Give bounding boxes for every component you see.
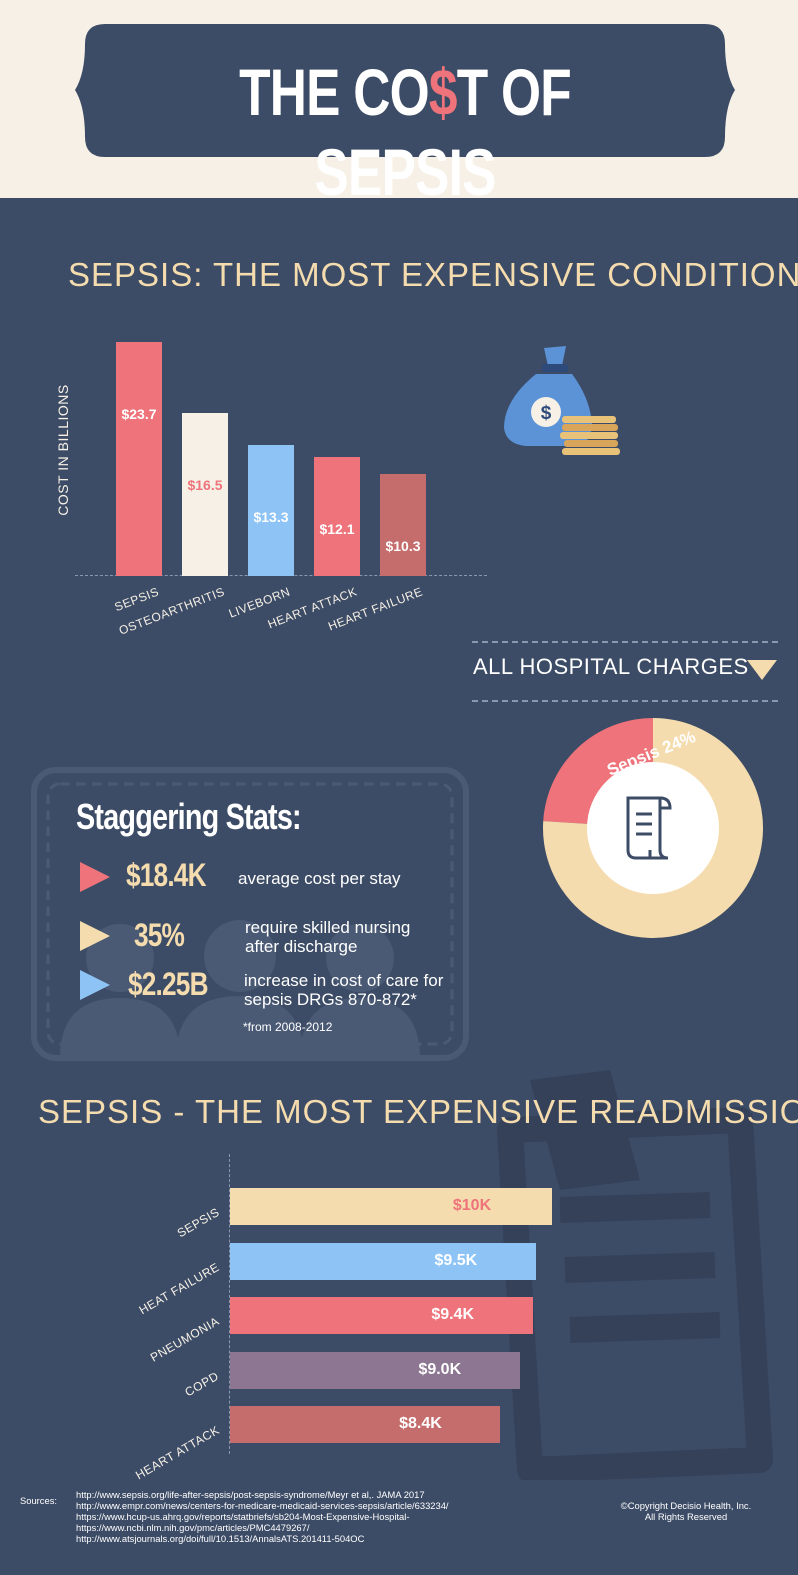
money-bag-icon: $ — [504, 346, 620, 455]
copyright-line: ©Copyright Decisio Health, Inc. — [620, 1500, 752, 1511]
conditions-chart: COST IN BILLIONS $23.7 SEPSIS $16.5 OSTEOAR… — [40, 330, 500, 638]
sources-label: Sources: — [20, 1495, 57, 1506]
hbar-sepsis — [230, 1188, 552, 1225]
conditions-heading: SEPSIS: THE MOST EXPENSIVE CONDITION — [68, 256, 798, 293]
bar-value-label: $8.4K — [399, 1415, 442, 1432]
category-label: HEAT FAILURE — [136, 1259, 222, 1317]
bullet-triangle-icon — [80, 921, 110, 951]
bar-heart-failure — [380, 474, 426, 576]
bar-value-label: $23.7 — [121, 406, 157, 422]
divider — [472, 700, 778, 702]
copyright-line: All Rights Reserved — [644, 1511, 728, 1522]
hbar-heart-attack — [230, 1406, 501, 1443]
stats-heading: Staggering Stats: — [76, 796, 302, 837]
page-title: THE CO$T OF SEPSIS — [239, 55, 572, 209]
stats-panel-frame — [31, 767, 469, 1061]
hbar-pneumonia — [230, 1297, 533, 1334]
source-line: http://www.atsjournals.org/doi/full/10.1… — [76, 1533, 365, 1544]
readmission-heading: SEPSIS - THE MOST EXPENSIVE READMISSION — [38, 1093, 798, 1130]
bar-osteoarthritis — [182, 413, 228, 576]
source-line: https://www.ncbi.nlm.nih.gov/pmc/article… — [76, 1522, 310, 1533]
coin-stack-icon — [560, 416, 620, 455]
bar-value-label: $9.5K — [434, 1251, 478, 1269]
bullet-triangle-icon — [80, 970, 110, 1000]
bar-value-label: $10K — [452, 1197, 492, 1214]
sources-list: http://www.sepsis.org/life-after-sepsis/… — [76, 1489, 586, 1544]
bar-value-label: $12.1 — [319, 520, 355, 537]
hospital-charges-heading: ALL HOSPITAL CHARGES — [473, 654, 749, 679]
source-line: https://www.hcup-us.ahrq.gov/reports/sta… — [76, 1511, 410, 1522]
stat-desc: sepsis DRGs 870-872* — [244, 990, 417, 1009]
title-banner — [75, 24, 735, 157]
bar-value-label: $9.4K — [431, 1306, 475, 1323]
baseline — [229, 1154, 230, 1454]
bar-value-label: $10.3 — [385, 538, 421, 555]
triangle-pointer-icon — [747, 660, 777, 680]
readmission-chart: $10K SEPSIS $9.5K HEAT FAILURE $9.4K PNEUMONI… — [0, 1150, 798, 1482]
receipt-icon — [626, 796, 672, 860]
stat-desc: after discharge — [245, 937, 358, 956]
stat-value: $2.25B — [128, 966, 209, 1002]
category-label: PNEUMONIA — [147, 1313, 222, 1365]
stats-footnote: *from 2008-2012 — [243, 1020, 333, 1034]
svg-text:$: $ — [541, 403, 552, 424]
bar-liveborn — [248, 444, 294, 576]
hbar-copd — [230, 1351, 520, 1389]
bars-group: $23.7 SEPSIS $16.5 OSTEOARTHRITIS $13.3 LIVEB… — [40, 330, 500, 638]
stat-value: 35% — [134, 917, 185, 953]
stat-desc: require skilled nursing — [245, 918, 411, 937]
source-line: http://www.empr.com/news/centers-for-med… — [76, 1500, 449, 1511]
dollar-sign: $ — [428, 55, 458, 129]
people-silhouette-icon — [60, 920, 420, 1058]
document-pen-icon — [497, 1070, 773, 1480]
bar-sepsis — [116, 342, 162, 576]
bar-value-label: $16.5 — [187, 477, 223, 494]
copyright: ©Copyright Decisio Health, Inc. All Righ… — [596, 1500, 776, 1522]
category-label: HEART ATTACK — [132, 1422, 222, 1483]
stat-desc: average cost per stay — [238, 869, 401, 888]
donut-hole — [587, 762, 719, 894]
category-label: COPD — [182, 1368, 222, 1399]
stat-value: $18.4K — [126, 857, 207, 893]
divider — [472, 641, 778, 643]
category-label: SEPSIS — [174, 1204, 222, 1241]
bullet-triangle-icon — [80, 862, 110, 892]
hbar-heat-failure — [230, 1242, 536, 1280]
bar-heart-attack — [314, 456, 360, 576]
bar-value-label: $9.0K — [418, 1360, 462, 1378]
bar-value-label: $13.3 — [253, 508, 289, 525]
stat-desc: increase in cost of care for — [244, 971, 444, 990]
hospital-charges-donut: Sepsis 24% — [543, 718, 763, 938]
bars-group: $10K SEPSIS $9.5K HEAT FAILURE $9.4K PNEUMONI… — [0, 1150, 798, 1482]
source-line: http://www.sepsis.org/life-after-sepsis/… — [76, 1489, 425, 1500]
